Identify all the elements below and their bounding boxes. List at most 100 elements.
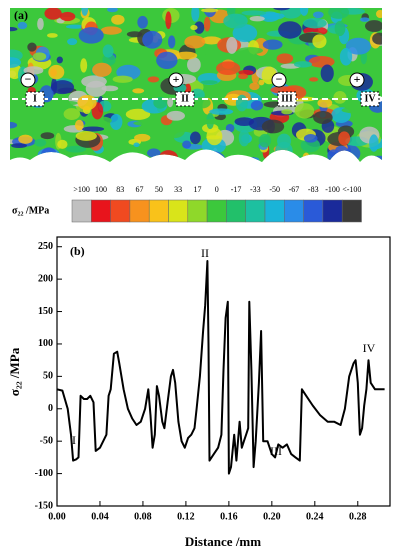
stress-blob: [182, 140, 192, 149]
stress-blob: [203, 16, 211, 32]
y-tick-label: -150: [35, 500, 53, 511]
stress-blob: [249, 15, 265, 22]
stress-blob: [313, 110, 333, 124]
stress-blob: [48, 64, 65, 80]
sign-circle: [271, 72, 287, 88]
stress-blob: [165, 11, 172, 30]
stress-blob: [258, 133, 272, 148]
stress-blob: [241, 10, 267, 16]
stress-blob: [369, 134, 379, 152]
stress-blob: [10, 57, 22, 68]
colorbar-label: 17: [193, 185, 201, 194]
colorbar-cell: [245, 199, 266, 223]
stress-blob: [317, 98, 333, 108]
stress-blob: [238, 129, 250, 147]
stress-blob: [235, 94, 248, 112]
marker-box: [277, 91, 297, 107]
stress-blob: [226, 36, 238, 54]
colorbar-label: 33: [174, 185, 182, 194]
stress-blob: [67, 157, 92, 162]
stress-blob: [10, 26, 18, 32]
colorbar-cell: [206, 199, 227, 223]
stress-blob: [47, 33, 58, 38]
colorbar-cell: [71, 199, 92, 223]
stress-blob: [17, 21, 28, 30]
stress-blob: [56, 56, 63, 64]
marker-label: II: [181, 93, 189, 104]
plot-frame: [56, 236, 391, 507]
sign-circle: [168, 72, 184, 88]
stress-blob: [294, 103, 315, 119]
stress-blob: [40, 132, 55, 140]
stress-blob: [209, 108, 234, 115]
colorbar-label: 100: [95, 185, 107, 194]
stress-blob: [40, 147, 57, 162]
stress-blob: [147, 148, 161, 158]
stress-blob: [234, 117, 255, 126]
x-tick-label: 0.20: [263, 511, 281, 522]
stress-blob: [133, 142, 140, 148]
colorbar-cell: [168, 199, 189, 223]
stress-blob: [235, 159, 259, 162]
stress-blob: [250, 100, 264, 111]
stress-blob: [312, 34, 327, 49]
y-tick-label: 250: [38, 241, 53, 252]
stress-blob: [32, 52, 47, 61]
stress-blob: [302, 152, 311, 162]
stress-blob: [81, 126, 105, 132]
stress-blob: [57, 139, 68, 149]
stress-blob: [191, 8, 200, 22]
x-tick-label: 0.28: [349, 511, 367, 522]
stress-blob: [201, 8, 219, 13]
stress-blob: [190, 131, 201, 145]
colorbar-label: <-100: [342, 185, 361, 194]
stress-blob: [278, 21, 302, 39]
y-tick-label: 150: [38, 306, 53, 317]
stress-blob: [65, 145, 87, 153]
stress-blob: [309, 77, 319, 82]
y-tick-label: -50: [40, 435, 53, 446]
stress-blob: [359, 17, 370, 22]
stress-blob: [333, 91, 347, 104]
stress-blob: [200, 80, 218, 85]
stress-blob: [100, 26, 122, 35]
marker-box: [360, 91, 380, 107]
x-tick-label: 0.00: [48, 511, 66, 522]
stress-blob: [175, 51, 198, 60]
stress-blob: [238, 73, 248, 80]
colorbar-label: -67: [289, 185, 300, 194]
colorbar-label: -50: [269, 185, 280, 194]
stress-blob: [37, 17, 44, 30]
stress-blob: [376, 9, 382, 19]
colorbar-cell: [303, 199, 324, 223]
stress-blob: [59, 101, 78, 106]
stress-blob: [289, 156, 305, 162]
stress-blob: [320, 64, 334, 83]
stress-blob: [10, 49, 23, 62]
stress-blob: [77, 94, 97, 111]
stress-blob: [313, 11, 324, 19]
stress-blob: [156, 51, 178, 70]
annotation: I: [72, 433, 76, 447]
stress-blob: [367, 158, 382, 162]
x-tick-label: 0.24: [306, 511, 324, 522]
colorbar-cell: [110, 199, 131, 223]
stress-blob: [249, 82, 260, 91]
stress-blob: [201, 36, 222, 45]
stress-blob: [106, 8, 118, 13]
colorbar-label: 83: [116, 185, 124, 194]
stress-blob: [63, 108, 81, 120]
stress-blob: [281, 109, 293, 115]
stress-blob: [194, 21, 205, 34]
stress-blob: [85, 80, 107, 97]
stress-blob: [137, 15, 148, 29]
stress-blob: [223, 13, 248, 29]
marker-label: IV: [364, 93, 376, 104]
stress-blob: [133, 121, 150, 126]
stress-blob: [96, 120, 108, 126]
stress-blob: [302, 18, 327, 29]
colorbar-cell: [226, 199, 246, 223]
colorbar-label: >100: [73, 185, 90, 194]
colorbar-cell: [264, 199, 285, 223]
